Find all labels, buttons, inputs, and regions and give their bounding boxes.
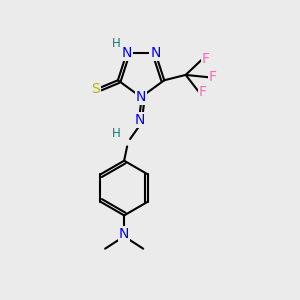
Text: F: F [199, 85, 207, 99]
Text: S: S [91, 82, 100, 96]
Text: H: H [112, 37, 121, 50]
Text: F: F [202, 52, 210, 66]
Text: N: N [119, 227, 129, 241]
Text: F: F [209, 70, 217, 84]
Text: N: N [122, 46, 132, 60]
Text: N: N [136, 90, 146, 104]
Text: N: N [150, 46, 161, 60]
Text: N: N [134, 113, 145, 127]
Text: H: H [111, 128, 120, 140]
